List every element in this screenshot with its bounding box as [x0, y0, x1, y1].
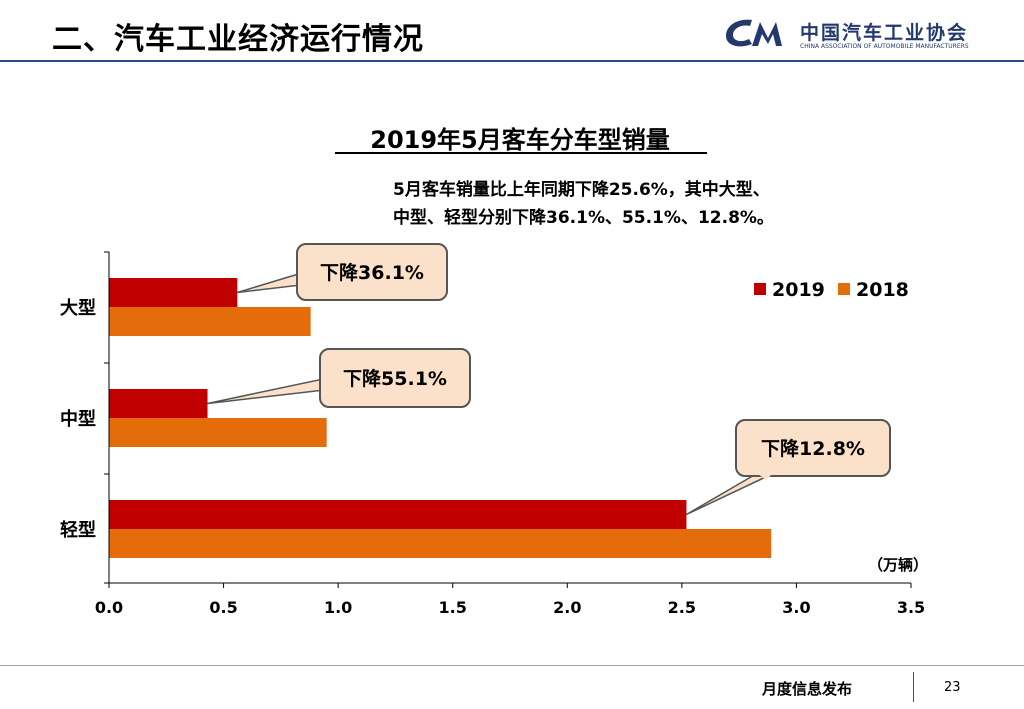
header: 二、汽车工业经济运行情况 中国汽车工业协会 CHINA ASSOCIATION … [0, 0, 1024, 64]
logo-name: 中国汽车工业协会 [800, 22, 969, 44]
chart-title: 2019年5月客车分车型销量 [370, 126, 670, 154]
legend-swatch-2018 [838, 283, 850, 295]
unit-label: （万辆） [868, 556, 928, 574]
x-tick-label: 3.5 [897, 598, 925, 617]
y-tick-label: 中型 [60, 408, 96, 430]
x-tick-label: 1.5 [439, 598, 467, 617]
footer-separator [913, 672, 914, 702]
x-tick-label: 3.0 [782, 598, 810, 617]
callout-box [319, 348, 471, 408]
y-tick-label: 轻型 [60, 519, 96, 541]
summary-line-2: 中型、轻型分别下降36.1%、55.1%、12.8%。 [393, 208, 774, 228]
logo: 中国汽车工业协会 CHINA ASSOCIATION OF AUTOMOBILE… [722, 14, 1012, 56]
x-tick-label: 1.0 [324, 598, 352, 617]
header-divider [0, 60, 1024, 62]
bar-2019-1 [109, 389, 208, 418]
summary-text: 5月客车销量比上年同期下降25.6%，其中大型、 中型、轻型分别下降36.1%、… [393, 176, 913, 232]
legend-swatch-2019 [754, 283, 766, 295]
chart-title-underline [335, 152, 707, 154]
callout-box [296, 243, 448, 301]
bar-2018-1 [109, 418, 327, 447]
bar-2018-2 [109, 529, 772, 558]
logo-subtitle: CHINA ASSOCIATION OF AUTOMOBILE MANUFACT… [800, 43, 969, 50]
x-tick-label: 0.5 [209, 598, 237, 617]
callout-label: 下降12.8% [761, 437, 865, 460]
callout-seam [307, 272, 318, 283]
legend-label-2019: 2019 [772, 279, 825, 301]
callout-pointer [686, 473, 773, 516]
page-title: 二、汽车工业经济运行情况 [52, 22, 424, 57]
summary-line-1: 5月客车销量比上年同期下降25.6%，其中大型、 [393, 180, 770, 200]
footer-label: 月度信息发布 [762, 680, 853, 698]
callout-box [735, 419, 891, 477]
footer-divider [0, 665, 1024, 666]
bar-2019-2 [109, 500, 687, 529]
callout-seam [330, 378, 342, 388]
callout-label: 下降36.1% [320, 261, 424, 284]
y-tick-label: 大型 [60, 297, 96, 319]
x-tick-label: 0.0 [95, 598, 123, 617]
caam-logo-icon [726, 19, 782, 47]
callout-label: 下降55.1% [343, 367, 447, 390]
callout-seam [758, 474, 772, 480]
bar-2018-0 [109, 307, 311, 336]
page-number: 23 [944, 680, 961, 695]
x-tick-label: 2.5 [668, 598, 696, 617]
x-tick-label: 2.0 [553, 598, 581, 617]
bar-2019-0 [109, 278, 238, 307]
legend-label-2018: 2018 [856, 279, 909, 301]
